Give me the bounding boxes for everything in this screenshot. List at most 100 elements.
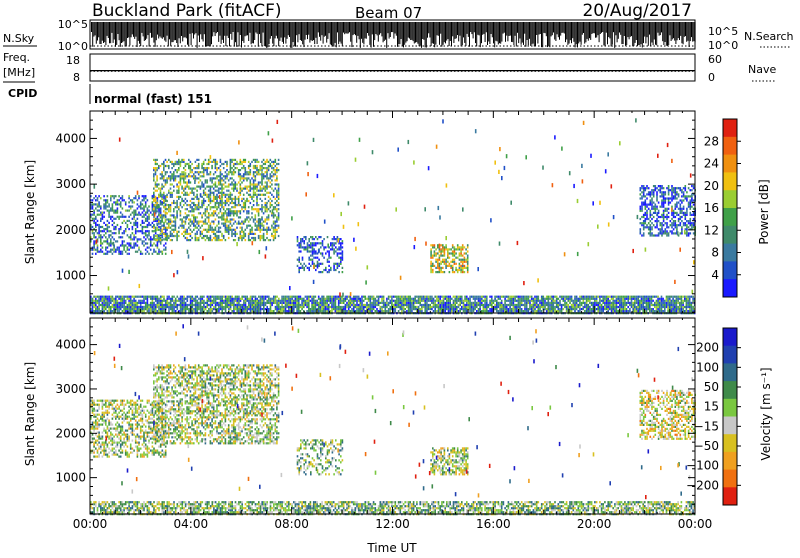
echo-cell (414, 308, 416, 310)
echo-cell (451, 310, 453, 312)
echo-cell (236, 306, 238, 308)
echo-cell (361, 298, 363, 300)
echo-cell (235, 298, 237, 300)
echo-cell (616, 300, 618, 302)
noise-bar (230, 22, 231, 34)
echo-cell (138, 205, 140, 207)
echo-cell (210, 208, 212, 210)
echo-cell (127, 304, 129, 306)
echo-cell (524, 306, 526, 308)
echo-cell (93, 304, 95, 306)
echo-cell (142, 232, 144, 234)
echo-cell (120, 203, 122, 205)
echo-cell (236, 308, 238, 310)
echo-cell (182, 302, 184, 304)
echo-cell (360, 304, 362, 306)
echo-cell (553, 310, 555, 312)
echo-cell (165, 200, 167, 202)
echo-cell (93, 310, 95, 312)
echo-cell (153, 196, 155, 198)
echo-cell (236, 204, 238, 206)
echo-cell (521, 296, 523, 298)
echo-cell (231, 167, 233, 169)
echo-cell (368, 310, 370, 312)
echo-cell (197, 306, 199, 308)
echo-cell (213, 200, 215, 202)
echo-cell (226, 304, 228, 306)
echo-cell (195, 227, 197, 229)
echo-cell (647, 300, 649, 302)
echo-cell (105, 300, 107, 302)
echo-cell (646, 304, 648, 306)
echo-cell (137, 306, 139, 308)
echo-cell (637, 304, 639, 306)
echo-cell (627, 296, 629, 298)
echo-cell (589, 302, 591, 304)
echo-cell (202, 296, 204, 298)
echo-cell (533, 308, 535, 310)
echo-cell (326, 304, 328, 306)
noise-bar (332, 22, 333, 47)
echo-cell (171, 229, 173, 231)
echo-cell (225, 202, 227, 204)
echo-cell (667, 298, 669, 300)
echo-cell (97, 199, 99, 201)
echo-cell (211, 179, 213, 181)
echo-cell (473, 306, 475, 308)
echo-cell (561, 306, 563, 308)
echo-cell (499, 304, 501, 306)
echo-cell (223, 167, 225, 169)
noise-bar (486, 22, 487, 32)
echo-cell (145, 226, 147, 228)
echo-cell (240, 298, 242, 300)
echo-cell (473, 302, 475, 304)
echo-cell (235, 183, 237, 185)
echo-cell (118, 228, 120, 230)
echo-cell (185, 188, 187, 190)
noise-bar (405, 22, 406, 43)
echo-cell (416, 306, 418, 308)
echo-cell (107, 306, 109, 308)
echo-cell (506, 306, 508, 308)
echo-cell (175, 302, 177, 304)
echo-cell (386, 304, 388, 306)
noise-bar (296, 22, 297, 35)
echo-cell (216, 161, 218, 163)
echo-cell (211, 177, 213, 179)
echo-cell (363, 304, 365, 306)
echo-cell (105, 240, 107, 242)
echo-cell (221, 204, 223, 206)
echo-cell (158, 221, 160, 223)
echo-cell (161, 173, 163, 175)
echo-cell (150, 304, 152, 306)
noise-bar (533, 22, 534, 44)
echo-cell (383, 300, 385, 302)
echo-cell (498, 310, 500, 312)
echo-cell (110, 199, 112, 201)
echo-cell (328, 308, 330, 310)
echo-cell (166, 237, 168, 239)
echo-cell (198, 208, 200, 210)
echo-cell (140, 214, 142, 216)
echo-cell (171, 167, 173, 169)
echo-cell (689, 310, 691, 312)
echo-cell (218, 175, 220, 177)
noise-bar (143, 22, 144, 36)
echo-cell (191, 175, 193, 177)
echo-cell (176, 204, 178, 206)
echo-cell (444, 296, 446, 298)
echo-cell (634, 308, 636, 310)
echo-cell (160, 237, 162, 239)
echo-cell (523, 298, 525, 300)
echo-cell (213, 306, 215, 308)
echo-cell (133, 201, 135, 203)
echo-cell (140, 201, 142, 203)
echo-cell (331, 310, 333, 312)
noise-bar (360, 22, 361, 48)
echo-cell (358, 296, 360, 298)
echo-cell (479, 302, 481, 304)
echo-cell (240, 169, 242, 171)
noise-bar (509, 22, 510, 36)
echo-cell (679, 306, 681, 308)
echo-cell (404, 300, 406, 302)
